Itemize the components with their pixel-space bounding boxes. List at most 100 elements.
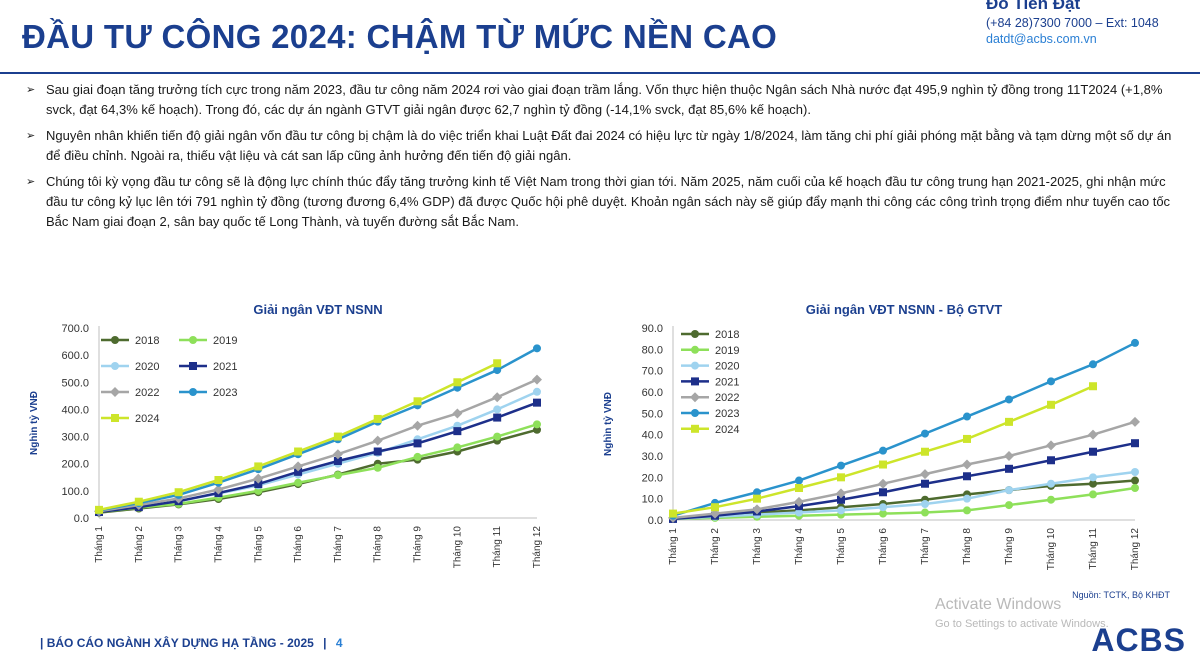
- x-tick-label: Tháng 1: [668, 528, 679, 565]
- data-point-2019: [373, 463, 382, 472]
- data-point-2022: [1088, 429, 1098, 440]
- data-point-2023: [1005, 395, 1013, 404]
- data-point-2019: [921, 508, 929, 517]
- data-point-2022: [878, 478, 888, 489]
- bullet-text: Nguyên nhân khiến tiến độ giải ngân vốn …: [46, 128, 1172, 163]
- data-point-2022: [794, 496, 804, 507]
- x-tick-label: Tháng 11: [492, 526, 503, 568]
- y-tick-label: 200.0: [61, 459, 89, 471]
- series-line-2021: [672, 441, 1136, 521]
- chart-right-svg: Giải ngân VĐT NSNN - Bộ GTVT Nghìn tỷ VNĐ…: [603, 302, 1141, 570]
- data-point-2023: [1047, 377, 1055, 386]
- data-point-2023: [1131, 338, 1139, 347]
- series-line-2021: [98, 401, 538, 514]
- data-point-2021: [1047, 456, 1055, 465]
- series-line-2020: [672, 470, 1136, 521]
- y-tick-label: 50.0: [642, 408, 663, 420]
- data-point-2024: [711, 503, 719, 512]
- x-tick-label: Tháng 4: [794, 528, 805, 565]
- x-tick-label: Tháng 2: [710, 528, 721, 565]
- y-tick-label: 30.0: [642, 451, 663, 463]
- y-tick-label: 400.0: [61, 404, 89, 416]
- data-point-2024: [1047, 400, 1055, 409]
- legend-label-2022: 2022: [715, 392, 739, 404]
- legend-label-2024: 2024: [135, 413, 159, 425]
- series-line-2019: [672, 486, 1136, 521]
- y-tick-label: 70.0: [642, 366, 663, 378]
- data-point-2023: [753, 488, 761, 497]
- legend-label-2024: 2024: [715, 424, 739, 436]
- activate-windows-hint[interactable]: Go to Settings to activate Windows.: [935, 618, 1109, 630]
- y-tick-label: 60.0: [642, 387, 663, 399]
- legend-marker-2022: [110, 387, 120, 397]
- data-point-2023: [795, 476, 803, 485]
- data-point-2020: [1005, 486, 1013, 495]
- data-point-2021: [963, 472, 971, 481]
- x-tick-label: Tháng 12: [532, 526, 543, 569]
- legend-marker-2018: [111, 336, 119, 344]
- data-point-2023: [963, 412, 971, 421]
- data-point-2024: [795, 484, 803, 492]
- footer-separator: |: [323, 636, 327, 650]
- legend-label-2018: 2018: [135, 335, 159, 347]
- data-point-2019: [493, 432, 502, 441]
- bullet-list: ➢ Sau giai đoạn tăng trưởng tích cực tro…: [26, 80, 1176, 238]
- x-tick-label: Tháng 7: [333, 526, 344, 563]
- bullet-item: ➢ Chúng tôi kỳ vọng đầu tư công sẽ là độ…: [26, 172, 1176, 232]
- legend-marker-2021: [691, 377, 699, 386]
- data-point-2021: [254, 480, 263, 489]
- footer-separator: |: [40, 636, 44, 650]
- data-point-2020: [795, 508, 803, 517]
- data-point-2020: [1089, 473, 1097, 482]
- legend-label-2023: 2023: [213, 387, 237, 399]
- y-tick-label: 300.0: [61, 432, 89, 444]
- bullet-item: ➢ Sau giai đoạn tăng trưởng tích cực tro…: [26, 80, 1176, 120]
- x-tick-label: Tháng 11: [1088, 528, 1099, 570]
- data-point-2020: [533, 387, 541, 396]
- y-tick-label: 20.0: [642, 472, 663, 484]
- data-point-2020: [837, 506, 845, 515]
- y-tick-label: 90.0: [642, 323, 663, 335]
- data-point-2021: [413, 439, 422, 448]
- data-point-2022: [372, 435, 383, 446]
- data-point-2020: [1047, 479, 1055, 488]
- series-line-2019: [98, 423, 538, 514]
- legend-marker-2021: [189, 362, 197, 370]
- data-point-2019: [879, 509, 887, 518]
- legend-marker-2019: [691, 345, 699, 354]
- data-point-2021: [493, 413, 502, 422]
- x-tick-label: Tháng 1: [94, 526, 105, 563]
- y-tick-label: 0.0: [648, 515, 663, 527]
- data-point-2019: [1089, 490, 1097, 499]
- legend-marker-2018: [691, 330, 699, 338]
- data-point-2020: [879, 503, 887, 512]
- data-point-2024: [493, 359, 502, 368]
- data-point-2021: [1089, 447, 1097, 456]
- chart-left-svg: Giải ngân VĐT NSNN Nghìn tỷ VNĐ 0.0 100.0 20…: [29, 302, 543, 569]
- data-point-2022: [1130, 416, 1140, 427]
- y-axis-label: Nghìn tỷ VNĐ: [603, 392, 614, 456]
- data-point-2024: [879, 460, 887, 469]
- legend-marker-2023: [189, 388, 197, 396]
- acbs-logo: ACBS: [1091, 622, 1186, 658]
- author-block: Đỗ Tiến Đạt (+84 28)7300 7000 – Ext: 104…: [986, 0, 1186, 46]
- chart-left: Giải ngân VĐT NSNN Nghìn tỷ VNĐ 0.0 100.0 20…: [15, 298, 575, 588]
- x-tick-label: Tháng 5: [253, 526, 264, 563]
- author-email[interactable]: datdt@acbs.com.vn: [986, 32, 1097, 46]
- data-point-2024: [333, 432, 342, 441]
- y-tick-label: 0.0: [74, 513, 89, 525]
- data-point-2024: [254, 462, 263, 471]
- series-line-2023: [98, 347, 538, 512]
- x-tick-label: Tháng 3: [752, 528, 763, 565]
- x-tick-label: Tháng 5: [836, 528, 847, 565]
- data-point-2019: [1047, 495, 1055, 504]
- legend-label-2021: 2021: [213, 361, 237, 373]
- legend-marker-2020: [111, 362, 119, 370]
- data-point-2022: [492, 392, 503, 403]
- data-point-2023: [493, 366, 502, 375]
- y-tick-label: 500.0: [61, 377, 89, 389]
- data-point-2024: [134, 497, 143, 506]
- legend-marker-2022: [690, 392, 700, 403]
- page-number: 4: [335, 636, 343, 650]
- y-tick-label: 700.0: [61, 323, 89, 335]
